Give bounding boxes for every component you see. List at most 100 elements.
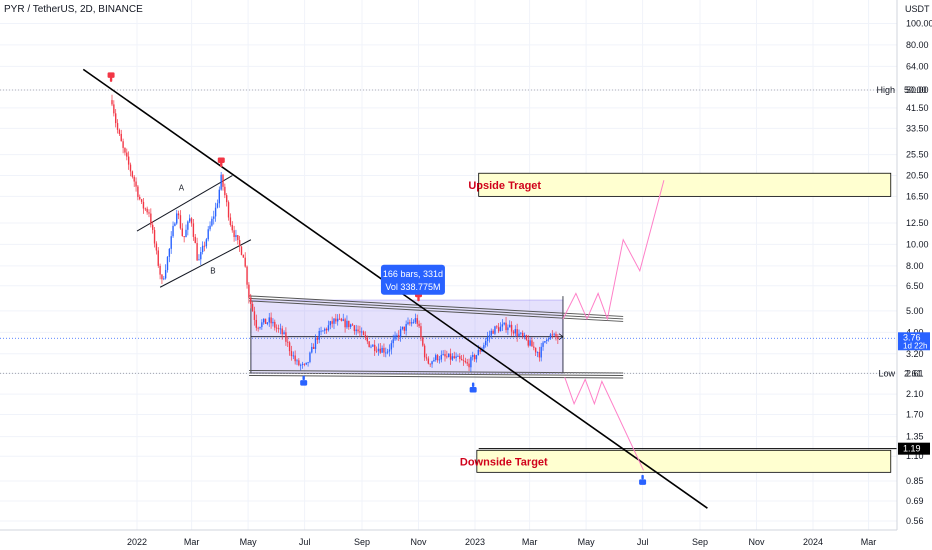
price-tick-label: 25.50: [906, 150, 929, 160]
candle-body: [503, 322, 505, 325]
time-axis[interactable]: 2022 Mar May Jul Sep Nov 2023 Mar May Jul Sep Nov 20…: [127, 537, 876, 547]
candle-body: [157, 250, 159, 266]
thumbs-up-icon: [469, 382, 477, 393]
price-tick-label: 0.85: [906, 476, 924, 486]
candle-body: [299, 364, 302, 366]
candle-body: [288, 342, 291, 352]
candle-body: [153, 229, 156, 244]
marker-part: [417, 296, 420, 302]
range-arrow: [558, 333, 564, 341]
candle-body: [224, 186, 226, 196]
candle-body: [250, 297, 252, 304]
candle-body: [531, 340, 533, 347]
candle-body: [222, 174, 224, 187]
price-axis[interactable]: 100.00 80.00 64.00 50.00 41.50 33.50 25.50 20.5…: [876, 4, 932, 526]
candle-body: [324, 328, 326, 331]
candle-body: [170, 236, 172, 249]
current-price-value: 3.76: [903, 332, 921, 342]
candle-body: [225, 195, 228, 203]
price-tick-label: 0.56: [906, 516, 924, 526]
candle-body: [216, 203, 219, 208]
candle-body: [390, 343, 393, 350]
candle-body: [357, 329, 359, 332]
candle-body: [163, 278, 165, 280]
grid: [0, 0, 897, 530]
candle-body: [192, 223, 195, 237]
candle-body: [262, 318, 265, 323]
price-tick-label: 41.50: [906, 103, 929, 113]
candle-body: [211, 218, 213, 226]
candle-body: [479, 349, 481, 352]
candle-body: [188, 218, 191, 222]
candle-body: [534, 347, 537, 353]
candle-body: [496, 326, 498, 328]
projection-path-up: [562, 180, 665, 321]
candle-body: [238, 240, 241, 247]
target-zone-label: Downside Target: [460, 456, 548, 468]
candle-body: [139, 196, 141, 200]
candle-body: [457, 356, 459, 357]
time-tick-label: Jul: [637, 537, 649, 547]
channel-bottom-line: [249, 369, 624, 374]
candle-body: [322, 330, 324, 332]
candle-body: [329, 321, 331, 326]
candle-body: [314, 337, 317, 349]
price-tick-label: 64.00: [906, 61, 929, 71]
candle-body: [473, 355, 476, 360]
candle-body: [190, 218, 193, 224]
candle-body: [331, 321, 333, 324]
candle-body: [460, 358, 463, 361]
candle-body: [146, 208, 148, 213]
price-tick-label: 3.20: [906, 349, 924, 359]
candle-body: [396, 335, 398, 336]
candle-body: [468, 363, 470, 368]
candle-body: [455, 356, 457, 359]
plot-area[interactable]: [0, 0, 897, 530]
candle-body: [364, 334, 367, 338]
candle-body: [346, 320, 348, 328]
candle-body: [425, 357, 428, 359]
axis-unit-label: USDT: [905, 4, 930, 14]
candle-body: [549, 334, 552, 339]
candle-body: [137, 186, 139, 197]
candle-body: [362, 331, 365, 335]
candle-body: [131, 171, 134, 177]
candle-body: [311, 346, 313, 353]
candle-body: [335, 318, 337, 322]
candle-body: [462, 360, 465, 362]
candle-body: [294, 355, 296, 362]
candle-body: [429, 363, 431, 365]
candle-body: [142, 201, 145, 209]
price-tick-label: 2.10: [906, 389, 924, 399]
candle-body: [229, 217, 232, 225]
candle-body: [203, 245, 206, 247]
candle-body: [187, 221, 189, 230]
candle-body: [135, 181, 137, 187]
candle-body: [164, 270, 167, 279]
candle-body: [209, 225, 211, 230]
candle-body: [405, 324, 407, 331]
candle-body: [383, 347, 385, 353]
candle-body: [433, 359, 435, 362]
candle-body: [368, 341, 370, 348]
marker-part: [220, 162, 223, 167]
candle-body: [484, 341, 487, 346]
low-axis-price: 2.61: [904, 368, 922, 378]
candle-body: [140, 199, 143, 202]
candle-body: [361, 331, 363, 333]
candle-body: [516, 329, 518, 337]
candle-body: [355, 329, 357, 332]
candle-body: [144, 208, 146, 210]
target-zone: [476, 449, 892, 473]
candle-body: [370, 346, 372, 348]
candle-body: [176, 213, 178, 224]
pattern-point-label: B: [210, 266, 215, 275]
candle-body: [118, 129, 121, 134]
candle-body: [318, 330, 320, 340]
thumbs-down-icon: [107, 72, 115, 82]
candle-body: [259, 327, 261, 329]
candle-body: [279, 328, 282, 330]
price-tick-label: 1.10: [906, 451, 924, 461]
candle-body: [392, 339, 394, 344]
